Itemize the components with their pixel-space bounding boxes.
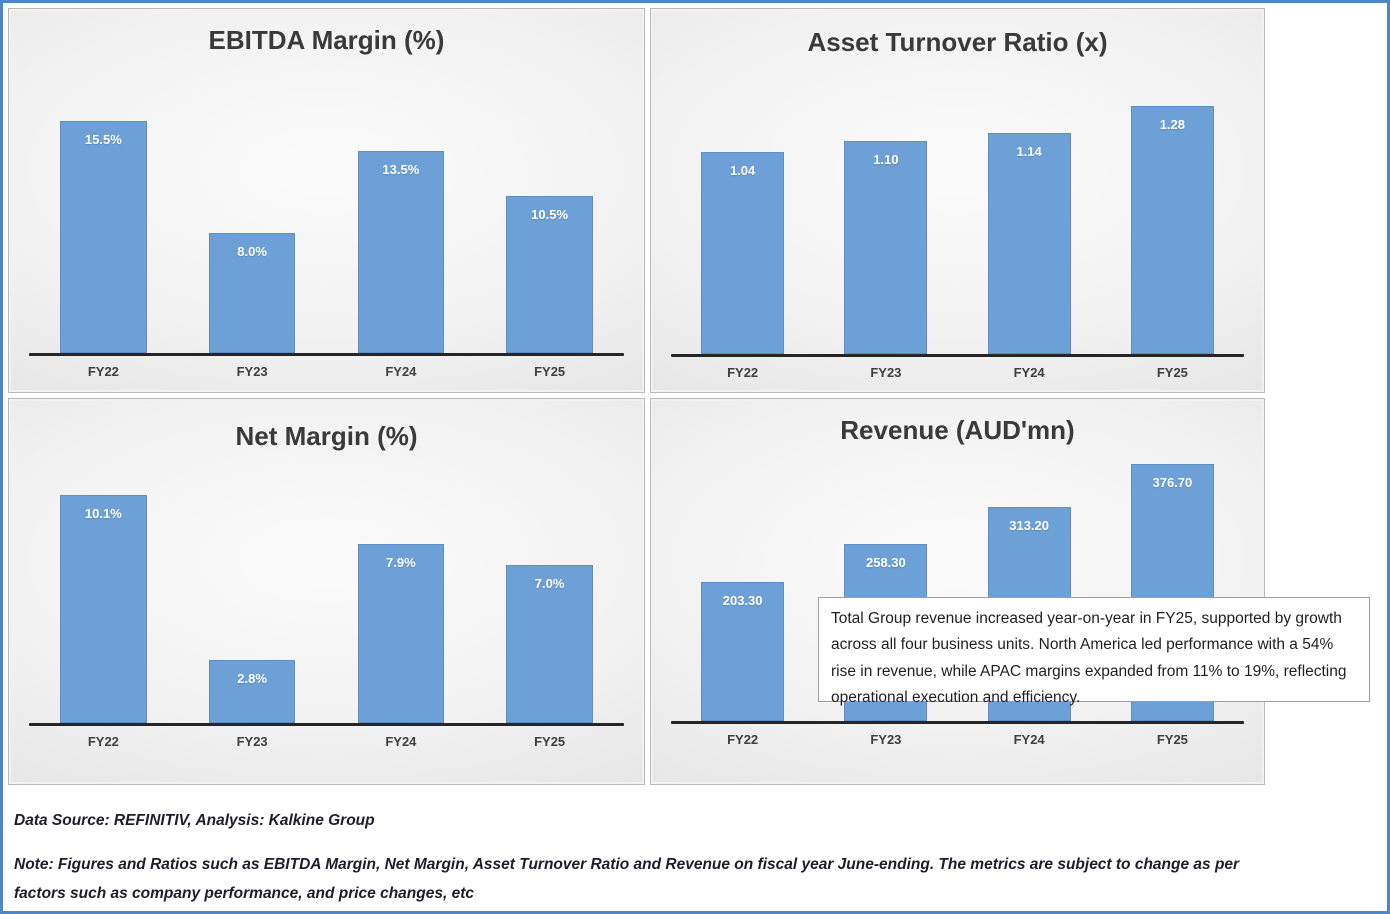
- bar-fy22: 10.1%: [60, 494, 147, 723]
- bar-value-label: 1.04: [729, 163, 756, 179]
- bar-value-label: 376.70: [1152, 474, 1193, 490]
- bar-plot-ebitda-margin: 15.5% 8.0% 13.5% 10.5%: [29, 113, 624, 353]
- bar-value-label: 1.10: [873, 151, 899, 167]
- bar-value-label: 7.0%: [534, 575, 565, 591]
- x-axis-label-fy22: FY22: [87, 364, 119, 379]
- x-axis-label-fy24: FY24: [385, 734, 417, 749]
- bar-fy25: 7.0%: [506, 564, 593, 723]
- bar-plot-net-margin: 10.1% 2.8% 7.9% 7.0%: [29, 463, 624, 723]
- bar-slot: 8.0%: [178, 113, 327, 353]
- x-axis-label-fy23: FY23: [870, 365, 902, 380]
- bar-fy24: 1.14: [987, 132, 1071, 354]
- bar-value-label: 15.5%: [84, 131, 122, 147]
- chart-panel-net-margin: Net Margin (%) 10.1% 2.8% 7.9% 7.0% FY22 FY2…: [8, 398, 645, 785]
- bar-fy24: 13.5%: [357, 150, 444, 353]
- x-axis-label-fy22: FY22: [87, 734, 119, 749]
- chart-panel-ebitda-margin: EBITDA Margin (%) 15.5% 8.0% 13.5% 10.5% FY…: [8, 8, 645, 393]
- x-axis-labels: FY22 FY23 FY24 FY25: [671, 365, 1244, 380]
- chart-title-ebitda-margin: EBITDA Margin (%): [208, 25, 445, 55]
- bar-value-label: 10.1%: [84, 505, 122, 521]
- bar-slot: 10.5%: [475, 113, 624, 353]
- bar-value-label: 1.14: [1016, 143, 1042, 159]
- bar-slot: 7.9%: [327, 463, 476, 723]
- bar-slot: 203.30: [671, 451, 814, 721]
- chart-title-revenue: Revenue (AUD'mn): [840, 415, 1075, 445]
- bar-slot: 2.8%: [178, 463, 327, 723]
- x-axis-label-fy22: FY22: [727, 732, 759, 747]
- x-axis-labels: FY22 FY23 FY24 FY25: [671, 732, 1244, 747]
- bar-value-label: 10.5%: [531, 206, 569, 222]
- chart-panel-revenue: Revenue (AUD'mn) 203.30 258.30 313.20 376.7…: [650, 398, 1265, 785]
- bar-slot: 1.28: [1101, 92, 1244, 354]
- revenue-annotation-box: Total Group revenue increased year-on-ye…: [818, 597, 1370, 706]
- x-axis-label-fy24: FY24: [1013, 365, 1045, 380]
- bar-fy22: 1.04: [701, 152, 785, 354]
- bar-slot: 15.5%: [29, 113, 178, 353]
- bar-slot: 1.04: [671, 92, 814, 354]
- bar-value-label: 7.9%: [386, 555, 416, 571]
- chart-title-asset-turnover: Asset Turnover Ratio (x): [807, 27, 1108, 57]
- x-axis-label-fy25: FY25: [1156, 732, 1188, 747]
- x-axis-label-fy23: FY23: [236, 364, 268, 379]
- chart-title-net-margin: Net Margin (%): [235, 421, 418, 451]
- x-axis-line: [671, 354, 1244, 357]
- bar-slot: 1.10: [814, 92, 957, 354]
- x-axis-labels: FY22 FY23 FY24 FY25: [29, 734, 624, 749]
- bar-value-label: 1.28: [1159, 116, 1186, 132]
- bar-value-label: 8.0%: [237, 244, 267, 259]
- bar-value-label: 258.30: [865, 555, 906, 571]
- bar-fy23: 1.10: [844, 140, 928, 354]
- x-axis-line: [29, 353, 624, 356]
- x-axis-labels: FY22 FY23 FY24 FY25: [29, 364, 624, 379]
- bar-fy24: 7.9%: [357, 544, 444, 723]
- x-axis-line: [671, 721, 1244, 724]
- bar-plot-asset-turnover: 1.04 1.10 1.14 1.28: [671, 92, 1244, 354]
- bar-value-label: 13.5%: [382, 161, 420, 177]
- x-axis-label-fy25: FY25: [534, 364, 566, 379]
- chart-panel-asset-turnover: Asset Turnover Ratio (x) 1.04 1.10 1.14 1.2…: [650, 8, 1265, 393]
- bar-slot: 13.5%: [327, 113, 476, 353]
- x-axis-label-fy24: FY24: [1013, 732, 1045, 747]
- bar-value-label: 2.8%: [237, 670, 267, 686]
- x-axis-label-fy25: FY25: [534, 734, 566, 749]
- bar-fy23: 2.8%: [208, 659, 296, 723]
- bar-fy23: 8.0%: [208, 233, 296, 353]
- x-axis-label-fy25: FY25: [1156, 365, 1188, 380]
- revenue-annotation-text: Total Group revenue increased year-on-ye…: [831, 610, 1347, 707]
- bar-fy25: 10.5%: [506, 195, 593, 353]
- bar-slot: 1.14: [958, 92, 1101, 354]
- bar-fy25: 1.28: [1130, 105, 1214, 354]
- bar-slot: 7.0%: [475, 463, 624, 723]
- footnote: Note: Figures and Ratios such as EBITDA …: [14, 856, 1240, 902]
- x-axis-line: [29, 723, 624, 726]
- x-axis-label-fy22: FY22: [727, 365, 759, 380]
- bar-fy22: 203.30: [701, 582, 785, 721]
- bar-value-label: 203.30: [722, 593, 763, 609]
- x-axis-label-fy23: FY23: [236, 734, 268, 749]
- data-source-note: Data Source: REFINITIV, Analysis: Kalkin…: [14, 812, 375, 829]
- bar-slot: 10.1%: [29, 463, 178, 723]
- bar-value-label: 313.20: [1009, 517, 1049, 533]
- x-axis-label-fy23: FY23: [870, 732, 902, 747]
- bar-fy22: 15.5%: [60, 120, 147, 353]
- x-axis-label-fy24: FY24: [385, 364, 417, 379]
